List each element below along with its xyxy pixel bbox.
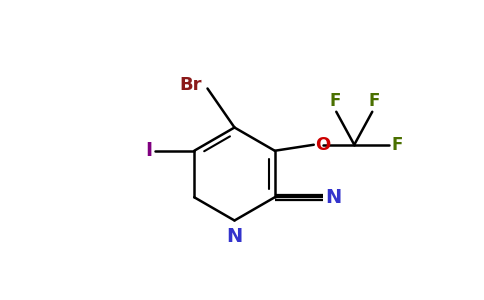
Text: O: O (315, 136, 331, 154)
Text: I: I (146, 141, 153, 160)
Text: N: N (325, 188, 341, 207)
Text: Br: Br (180, 76, 202, 94)
Text: N: N (227, 227, 242, 246)
Text: F: F (329, 92, 340, 110)
Text: F: F (368, 92, 379, 110)
Text: F: F (391, 136, 403, 154)
